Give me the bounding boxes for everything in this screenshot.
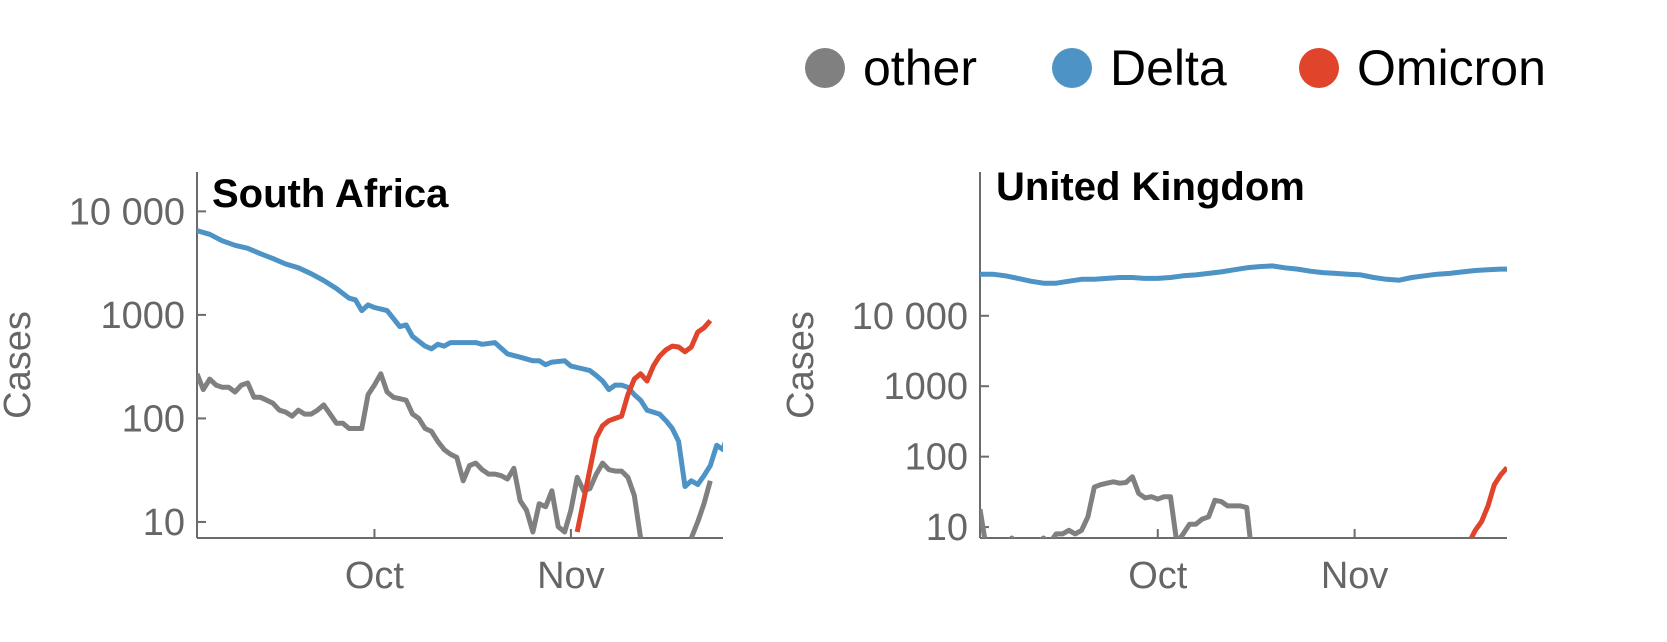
y-tick-label: 100 (905, 437, 968, 479)
y-tick-label: 10 (143, 502, 185, 544)
legend-item-other: other (805, 38, 977, 98)
x-tick-label: Nov (537, 555, 605, 597)
x-tick-label: Nov (1321, 555, 1389, 597)
legend-swatch-omicron (1299, 48, 1339, 88)
x-tick-label: Oct (345, 555, 405, 597)
panel-title: United Kingdom (996, 165, 1305, 209)
y-tick-label: 10 000 (852, 296, 968, 338)
legend-label-omicron: Omicron (1357, 40, 1546, 96)
series-line-other (980, 474, 1253, 538)
legend-swatch-other (805, 48, 845, 88)
y-tick-label: 100 (122, 398, 185, 440)
legend-label-delta: Delta (1110, 40, 1227, 96)
panel-title: South Africa (212, 172, 449, 216)
series-line-omicron (574, 318, 713, 533)
legend-item-delta: Delta (1052, 38, 1227, 98)
y-tick-label: 1000 (883, 366, 968, 408)
legend-item-omicron: Omicron (1299, 38, 1546, 98)
series-line-other (688, 480, 713, 538)
legend-swatch-delta (1052, 48, 1092, 88)
y-axis-title: Cases (780, 311, 822, 419)
series-line-delta (197, 228, 723, 489)
series-line-omicron (1468, 465, 1507, 538)
y-axis-title: Cases (0, 311, 39, 419)
series-line-other (197, 371, 644, 538)
series-line-delta (980, 263, 1507, 286)
chart-legend: other Delta Omicron (0, 38, 1667, 98)
y-tick-label: 10 000 (69, 191, 185, 233)
x-tick-label: Oct (1128, 555, 1188, 597)
y-tick-label: 1000 (100, 295, 185, 337)
legend-label-other: other (863, 40, 977, 96)
y-tick-label: 10 (926, 507, 968, 549)
